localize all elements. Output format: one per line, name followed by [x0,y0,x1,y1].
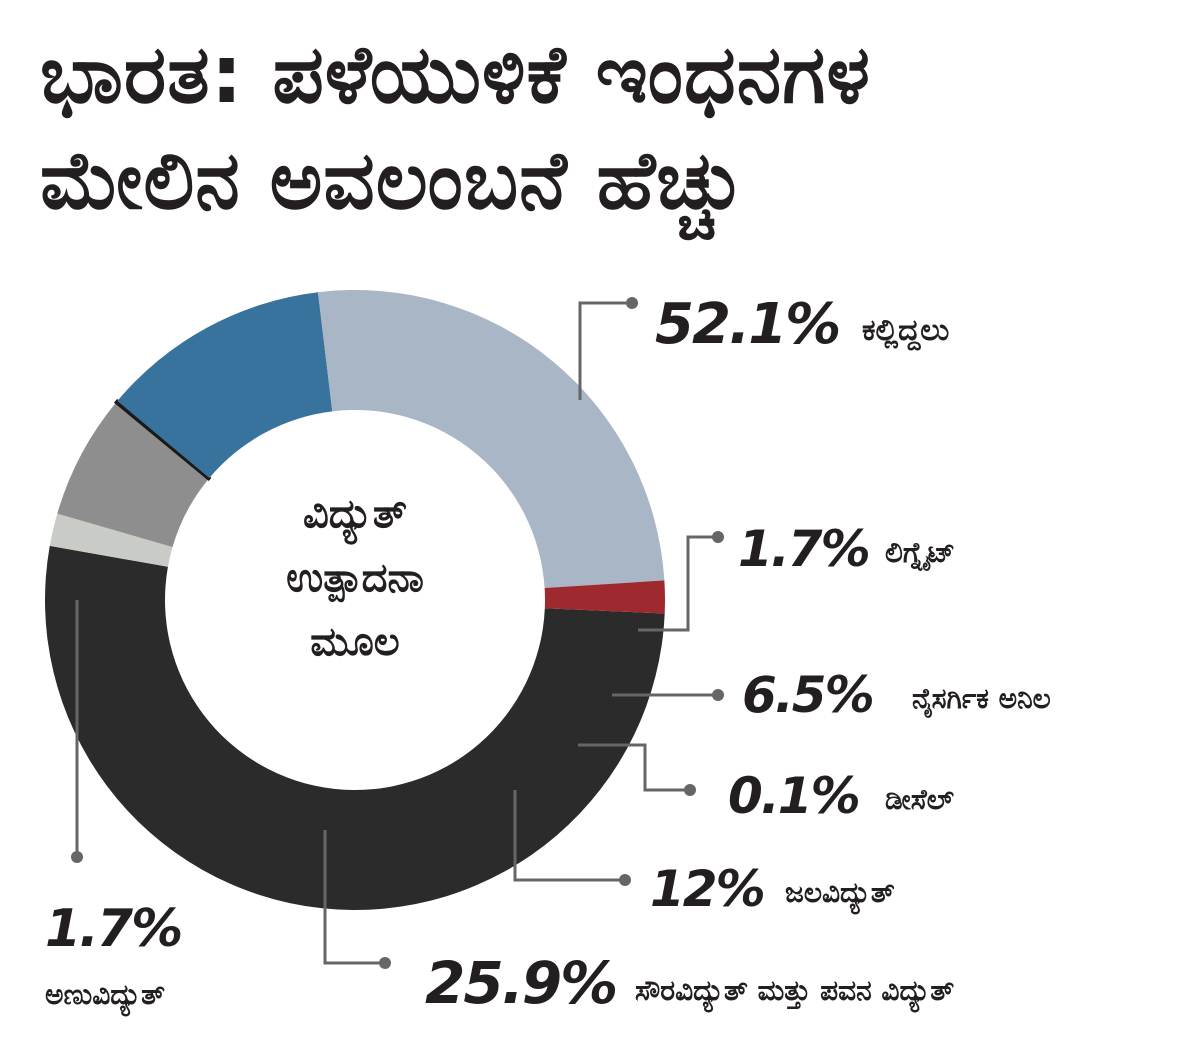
slice-3 [57,402,209,548]
donut-slices [44,290,665,911]
data-label-name-2: ಲಿಗ್ನೈಟ್ [885,536,955,571]
slice-2 [49,513,173,567]
data-label-name-7: ಅಣುವಿದ್ಯುತ್ [45,978,165,1016]
data-label-value-7: 1.7% [45,899,181,959]
data-label-value-1: 52.1% [655,292,839,357]
data-label-value-6: 25.9% [425,949,616,1017]
leader-dot-2 [712,531,724,543]
leader-line-5 [513,790,625,882]
leader-line-4 [578,743,690,792]
slice-labels: 52.1% ಕಲ್ಲಿದ್ದಲು 1.7% ಲಿಗ್ನೈಟ್ 6.5% ನೈಸರ್ಗಿಕ … [45,292,1051,1017]
data-label-value-4: 0.1% [728,767,859,825]
chart-title-line-1: ಭಾರತ: ಪಳೆಯುಳಿಕೆ ಇಂಧನಗಳ [40,28,871,121]
data-label-name-5: ಜಲವಿದ್ಯುತ್ [785,876,895,914]
slice-4 [113,398,212,482]
donut-center-label: ವಿದ್ಯುತ್ ಉತ್ಪಾದನಾ ಮೂಲ [286,491,424,665]
chart-title: ಭಾರತ: ಪಳೆಯುಳಿಕೆ ಇಂಧನಗಳ ಮೇಲಿನ ಅವಲಂಬನೆ ಹೆಚ… [40,22,1160,234]
chart-title-line-2: ಮೇಲಿನ ಅವಲಂಬನೆ ಹೆಚ್ಚು [40,134,746,227]
leader-line-2 [638,535,718,632]
slice-1 [44,545,665,911]
leader-line-1 [578,301,632,400]
leader-dot-5 [619,874,631,886]
leader-lines [71,297,724,969]
leader-dot-3 [712,689,724,701]
data-label-name-4: ಡೀಸೆಲ್ [885,783,954,816]
slice-7 [544,580,665,614]
leader-dot-1 [626,297,638,309]
slice-6 [317,290,665,589]
center-label-line-3: ಮೂಲ [310,619,399,665]
data-label-value-3: 6.5% [742,666,873,724]
data-label-name-6: ಸೌರವಿದ್ಯುತ್ ಮತ್ತು ಪವನ ವಿದ್ಯುತ್ [635,974,954,1012]
leader-line-6 [323,830,385,965]
data-label-name-1: ಕಲ್ಲಿದ್ದಲು [862,313,949,351]
leader-dot-7 [71,851,83,863]
center-label-line-2: ಉತ್ಪಾದನಾ [286,555,424,603]
leader-dot-4 [684,784,696,796]
center-label-line-1: ವಿದ್ಯುತ್ [303,491,407,545]
slice-5 [117,292,333,479]
leader-dot-6 [379,957,391,969]
data-label-name-3: ನೈಸರ್ಗಿಕ ಅನಿಲ [912,682,1051,718]
data-label-value-2: 1.7% [738,520,869,578]
data-label-value-5: 12% [650,860,764,918]
